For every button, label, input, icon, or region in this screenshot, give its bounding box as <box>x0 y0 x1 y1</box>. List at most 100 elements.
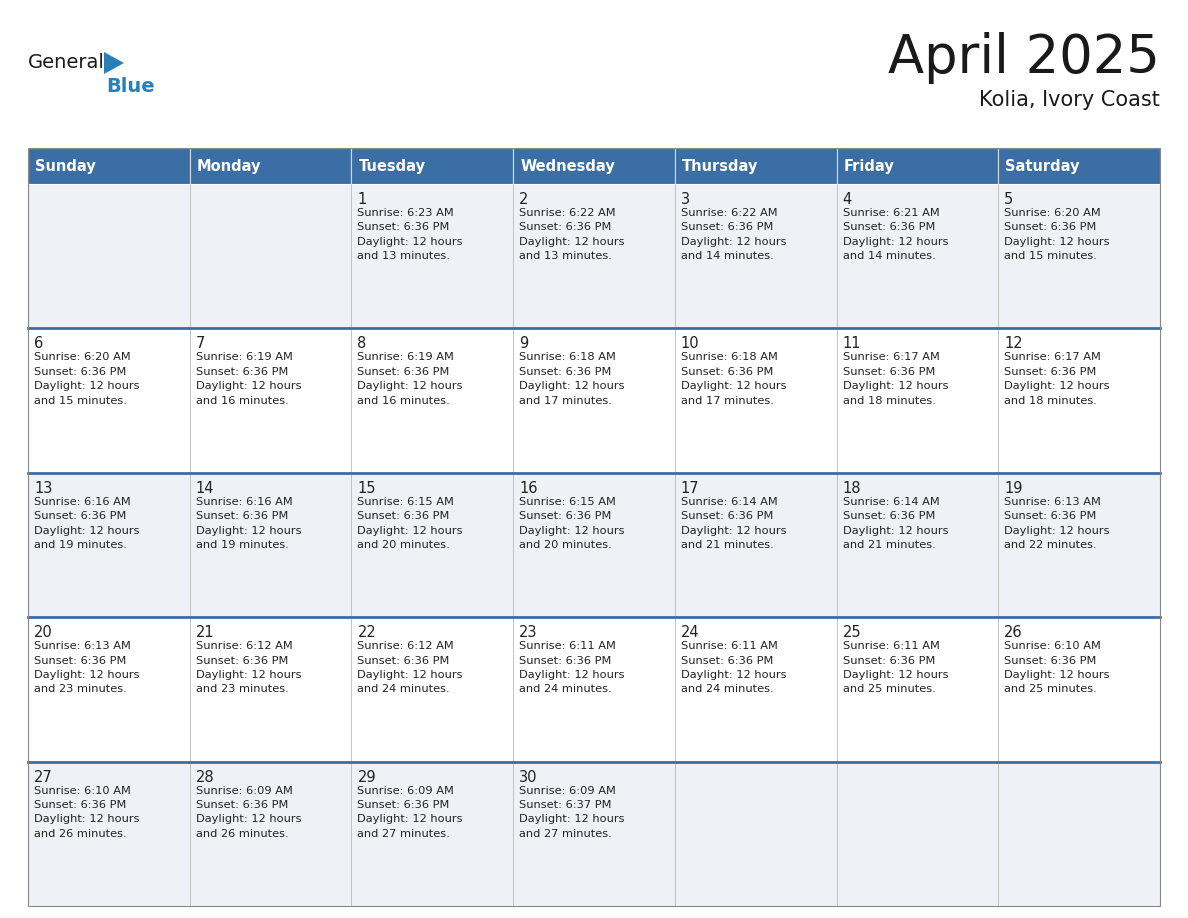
Text: Sunrise: 6:17 AM
Sunset: 6:36 PM
Daylight: 12 hours
and 18 minutes.: Sunrise: 6:17 AM Sunset: 6:36 PM Dayligh… <box>842 353 948 406</box>
Text: 20: 20 <box>34 625 52 640</box>
Bar <box>998 617 1159 762</box>
Text: Sunrise: 6:21 AM
Sunset: 6:36 PM
Daylight: 12 hours
and 14 minutes.: Sunrise: 6:21 AM Sunset: 6:36 PM Dayligh… <box>842 208 948 262</box>
Bar <box>352 473 513 617</box>
Bar <box>998 184 1159 329</box>
Text: 8: 8 <box>358 336 367 352</box>
Bar <box>29 617 190 762</box>
Text: Monday: Monday <box>197 159 261 174</box>
Text: 16: 16 <box>519 481 538 496</box>
Text: Sunrise: 6:11 AM
Sunset: 6:36 PM
Daylight: 12 hours
and 25 minutes.: Sunrise: 6:11 AM Sunset: 6:36 PM Dayligh… <box>842 641 948 694</box>
Bar <box>29 329 190 473</box>
Bar <box>29 148 190 184</box>
Text: 29: 29 <box>358 769 377 785</box>
Text: Sunrise: 6:23 AM
Sunset: 6:36 PM
Daylight: 12 hours
and 13 minutes.: Sunrise: 6:23 AM Sunset: 6:36 PM Dayligh… <box>358 208 463 262</box>
Text: 11: 11 <box>842 336 861 352</box>
Text: Sunrise: 6:10 AM
Sunset: 6:36 PM
Daylight: 12 hours
and 25 minutes.: Sunrise: 6:10 AM Sunset: 6:36 PM Dayligh… <box>1004 641 1110 694</box>
Bar <box>190 329 352 473</box>
Text: Sunday: Sunday <box>34 159 96 174</box>
Text: Sunrise: 6:13 AM
Sunset: 6:36 PM
Daylight: 12 hours
and 22 minutes.: Sunrise: 6:13 AM Sunset: 6:36 PM Dayligh… <box>1004 497 1110 550</box>
Bar <box>675 184 836 329</box>
Text: Sunrise: 6:16 AM
Sunset: 6:36 PM
Daylight: 12 hours
and 19 minutes.: Sunrise: 6:16 AM Sunset: 6:36 PM Dayligh… <box>34 497 139 550</box>
Bar <box>29 184 190 329</box>
Bar <box>190 148 352 184</box>
Bar <box>675 329 836 473</box>
Text: 7: 7 <box>196 336 206 352</box>
Text: Tuesday: Tuesday <box>359 159 425 174</box>
Bar <box>836 617 998 762</box>
Text: 12: 12 <box>1004 336 1023 352</box>
Text: Sunrise: 6:22 AM
Sunset: 6:36 PM
Daylight: 12 hours
and 13 minutes.: Sunrise: 6:22 AM Sunset: 6:36 PM Dayligh… <box>519 208 625 262</box>
Text: 2: 2 <box>519 192 529 207</box>
Bar <box>836 148 998 184</box>
Text: Sunrise: 6:17 AM
Sunset: 6:36 PM
Daylight: 12 hours
and 18 minutes.: Sunrise: 6:17 AM Sunset: 6:36 PM Dayligh… <box>1004 353 1110 406</box>
Text: Sunrise: 6:14 AM
Sunset: 6:36 PM
Daylight: 12 hours
and 21 minutes.: Sunrise: 6:14 AM Sunset: 6:36 PM Dayligh… <box>681 497 786 550</box>
Bar <box>836 329 998 473</box>
Bar <box>190 184 352 329</box>
Text: General: General <box>29 52 105 72</box>
Bar <box>29 473 190 617</box>
Text: 14: 14 <box>196 481 214 496</box>
Bar <box>352 329 513 473</box>
Text: 15: 15 <box>358 481 375 496</box>
Text: Sunrise: 6:09 AM
Sunset: 6:37 PM
Daylight: 12 hours
and 27 minutes.: Sunrise: 6:09 AM Sunset: 6:37 PM Dayligh… <box>519 786 625 839</box>
Text: 5: 5 <box>1004 192 1013 207</box>
Text: 27: 27 <box>34 769 52 785</box>
Text: 30: 30 <box>519 769 538 785</box>
Text: 24: 24 <box>681 625 700 640</box>
Text: Sunrise: 6:09 AM
Sunset: 6:36 PM
Daylight: 12 hours
and 27 minutes.: Sunrise: 6:09 AM Sunset: 6:36 PM Dayligh… <box>358 786 463 839</box>
Text: Blue: Blue <box>106 77 154 96</box>
Text: Friday: Friday <box>843 159 895 174</box>
Bar <box>836 473 998 617</box>
Text: 4: 4 <box>842 192 852 207</box>
Text: Sunrise: 6:11 AM
Sunset: 6:36 PM
Daylight: 12 hours
and 24 minutes.: Sunrise: 6:11 AM Sunset: 6:36 PM Dayligh… <box>519 641 625 694</box>
Bar <box>998 762 1159 906</box>
Text: Sunrise: 6:11 AM
Sunset: 6:36 PM
Daylight: 12 hours
and 24 minutes.: Sunrise: 6:11 AM Sunset: 6:36 PM Dayligh… <box>681 641 786 694</box>
Text: 10: 10 <box>681 336 700 352</box>
Text: Sunrise: 6:19 AM
Sunset: 6:36 PM
Daylight: 12 hours
and 16 minutes.: Sunrise: 6:19 AM Sunset: 6:36 PM Dayligh… <box>196 353 302 406</box>
Text: Sunrise: 6:15 AM
Sunset: 6:36 PM
Daylight: 12 hours
and 20 minutes.: Sunrise: 6:15 AM Sunset: 6:36 PM Dayligh… <box>519 497 625 550</box>
Text: 22: 22 <box>358 625 377 640</box>
Text: 23: 23 <box>519 625 538 640</box>
Bar <box>513 617 675 762</box>
Text: 17: 17 <box>681 481 700 496</box>
Bar <box>675 473 836 617</box>
Bar <box>836 762 998 906</box>
Bar <box>998 473 1159 617</box>
Text: 26: 26 <box>1004 625 1023 640</box>
Text: 19: 19 <box>1004 481 1023 496</box>
Bar <box>513 329 675 473</box>
Bar <box>190 473 352 617</box>
Text: Sunrise: 6:19 AM
Sunset: 6:36 PM
Daylight: 12 hours
and 16 minutes.: Sunrise: 6:19 AM Sunset: 6:36 PM Dayligh… <box>358 353 463 406</box>
Bar <box>190 762 352 906</box>
Text: Sunrise: 6:20 AM
Sunset: 6:36 PM
Daylight: 12 hours
and 15 minutes.: Sunrise: 6:20 AM Sunset: 6:36 PM Dayligh… <box>34 353 139 406</box>
Bar <box>513 762 675 906</box>
Bar <box>675 617 836 762</box>
Text: 25: 25 <box>842 625 861 640</box>
Bar <box>513 148 675 184</box>
Text: 13: 13 <box>34 481 52 496</box>
Text: Sunrise: 6:20 AM
Sunset: 6:36 PM
Daylight: 12 hours
and 15 minutes.: Sunrise: 6:20 AM Sunset: 6:36 PM Dayligh… <box>1004 208 1110 262</box>
Bar <box>675 762 836 906</box>
Bar <box>29 148 1159 906</box>
Bar <box>29 762 190 906</box>
Text: 18: 18 <box>842 481 861 496</box>
Text: Sunrise: 6:14 AM
Sunset: 6:36 PM
Daylight: 12 hours
and 21 minutes.: Sunrise: 6:14 AM Sunset: 6:36 PM Dayligh… <box>842 497 948 550</box>
Bar <box>190 617 352 762</box>
Text: Thursday: Thursday <box>682 159 758 174</box>
Text: 3: 3 <box>681 192 690 207</box>
Text: Sunrise: 6:10 AM
Sunset: 6:36 PM
Daylight: 12 hours
and 26 minutes.: Sunrise: 6:10 AM Sunset: 6:36 PM Dayligh… <box>34 786 139 839</box>
Text: Saturday: Saturday <box>1005 159 1080 174</box>
Text: Sunrise: 6:09 AM
Sunset: 6:36 PM
Daylight: 12 hours
and 26 minutes.: Sunrise: 6:09 AM Sunset: 6:36 PM Dayligh… <box>196 786 302 839</box>
Text: Sunrise: 6:16 AM
Sunset: 6:36 PM
Daylight: 12 hours
and 19 minutes.: Sunrise: 6:16 AM Sunset: 6:36 PM Dayligh… <box>196 497 302 550</box>
Bar <box>513 473 675 617</box>
Text: 28: 28 <box>196 769 214 785</box>
Text: Kolia, Ivory Coast: Kolia, Ivory Coast <box>979 90 1159 110</box>
Text: Sunrise: 6:22 AM
Sunset: 6:36 PM
Daylight: 12 hours
and 14 minutes.: Sunrise: 6:22 AM Sunset: 6:36 PM Dayligh… <box>681 208 786 262</box>
Bar <box>836 184 998 329</box>
Bar <box>352 148 513 184</box>
Bar <box>513 184 675 329</box>
Polygon shape <box>105 52 124 74</box>
Text: 6: 6 <box>34 336 43 352</box>
Bar <box>998 329 1159 473</box>
Text: 1: 1 <box>358 192 367 207</box>
